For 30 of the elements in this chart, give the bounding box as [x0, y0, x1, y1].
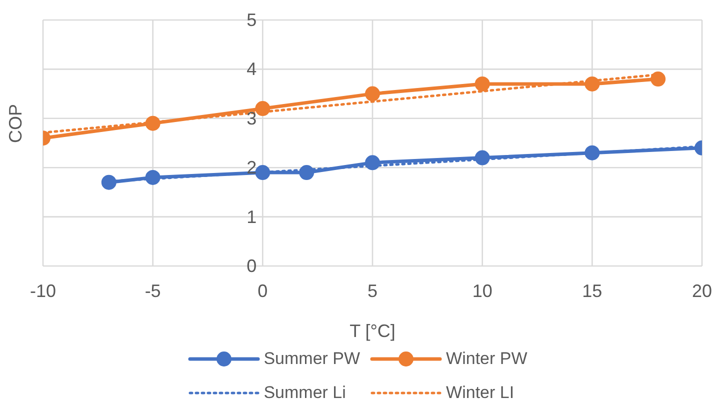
legend-label: Summer Li: [264, 383, 346, 403]
legend-label: Winter PW: [446, 349, 528, 369]
point: [101, 174, 116, 190]
x-tick-label: 5: [367, 280, 378, 301]
y-tick-label: 1: [246, 206, 257, 227]
y-tick-label: 0: [246, 256, 257, 276]
x-tick-label: 10: [472, 280, 492, 301]
y-axis-title: COP: [5, 104, 26, 143]
x-tick-label: 20: [692, 280, 712, 301]
point: [584, 145, 600, 160]
point: [145, 170, 160, 185]
x-axis-title: T [°C]: [350, 321, 396, 341]
y-tick-label: 5: [246, 10, 257, 30]
point: [474, 150, 490, 166]
point: [299, 165, 314, 180]
y-tick-label: 4: [246, 59, 257, 80]
legend-label: Summer PW: [264, 349, 360, 369]
x-tick-label: -5: [144, 280, 161, 301]
legend-label: Winter LI: [446, 383, 514, 403]
point: [584, 76, 600, 92]
y-tick-label: 3: [246, 108, 257, 128]
point: [365, 86, 380, 102]
point: [365, 155, 380, 170]
point: [255, 165, 270, 180]
point: [650, 72, 666, 87]
point: [145, 116, 160, 131]
x-tick-label: -10: [30, 280, 56, 301]
x-tick-label: 15: [582, 280, 602, 301]
point: [255, 101, 270, 116]
point: [474, 76, 490, 92]
